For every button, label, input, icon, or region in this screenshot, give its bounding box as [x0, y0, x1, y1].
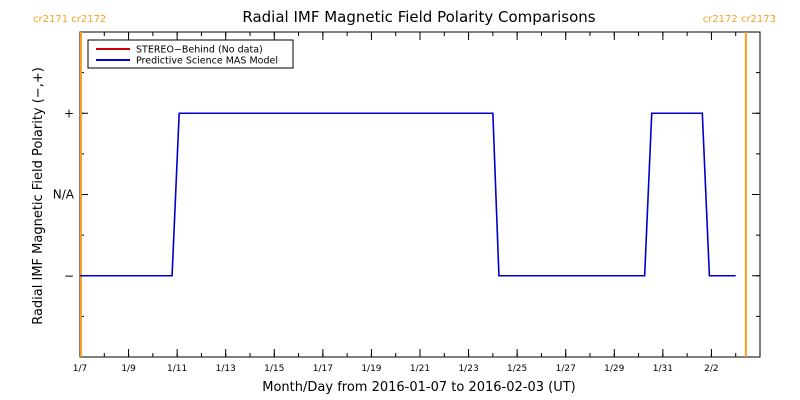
x-tick-label: 1/25: [507, 364, 527, 374]
x-tick-label: 1/17: [313, 364, 333, 374]
legend-box: [87, 39, 294, 69]
x-axis: 1/7 1/9 1/11 1/13 1/15 1/17 1/19 1/21 1/23 1/25 1/…: [73, 32, 761, 374]
x-tick-label: 1/7: [73, 364, 87, 374]
plot-area: 1/7 1/9 1/11 1/13 1/15 1/17 1/19 1/21 1/23 1/25 1/…: [53, 31, 761, 374]
x-tick-label: 1/11: [167, 364, 187, 374]
carrington-label-left: cr2171 cr2172: [33, 14, 106, 25]
chart-title: Radial IMF Magnetic Field Polarity Compa…: [242, 8, 595, 26]
x-tick-label: 1/15: [264, 364, 284, 374]
y-axis-label: Radial IMF Magnetic Field Polarity (−,+): [31, 67, 46, 325]
x-axis-label: Month/Day from 2016-01-07 to 2016-02-03 …: [262, 380, 575, 395]
x-tick-label: 1/19: [361, 364, 381, 374]
data-series: [80, 112, 736, 277]
x-tick-label: 1/9: [121, 364, 136, 374]
x-tick-label: 1/23: [458, 364, 478, 374]
legend: STEREO−Behind (No data)Predictive Scienc…: [87, 39, 294, 69]
y-tick-label: +: [64, 106, 74, 120]
x-tick-label: 1/31: [653, 364, 673, 374]
plot-frame: [79, 31, 761, 358]
y-axis: + N/A −: [53, 31, 760, 358]
x-tick-label: 1/21: [410, 364, 430, 374]
y-tick-label: N/A: [53, 188, 75, 202]
x-tick-label: 2/2: [704, 364, 718, 374]
series-line-mas-model: [80, 112, 736, 277]
carrington-label-right: cr2172 cr2173: [703, 14, 776, 25]
x-tick-label: 1/13: [216, 364, 236, 374]
carrington-markers: [80, 32, 747, 357]
x-tick-label: 1/27: [556, 364, 576, 374]
legend-entry-label: STEREO−Behind (No data): [136, 45, 263, 56]
x-tick-label: 1/29: [604, 364, 624, 374]
y-tick-label: −: [64, 269, 74, 283]
legend-entry-label: Predictive Science MAS Model: [136, 56, 278, 67]
